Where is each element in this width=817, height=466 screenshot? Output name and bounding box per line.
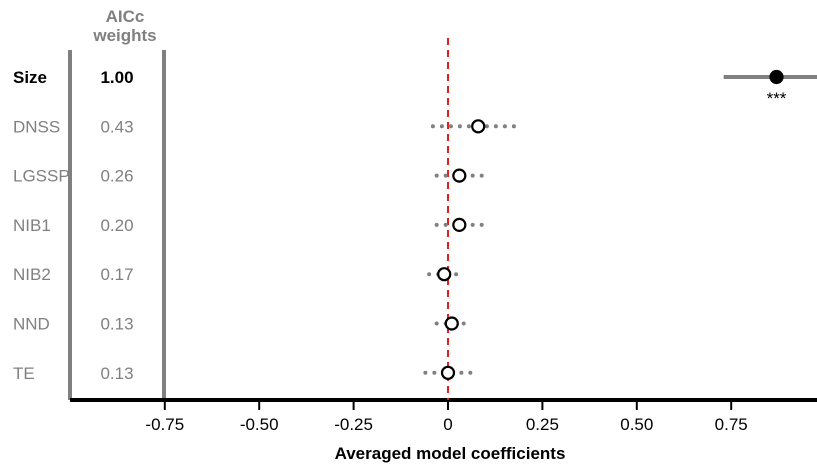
predictor-name: TE <box>13 364 35 383</box>
predictor-row: DNSS 0.43 <box>13 117 522 136</box>
weights-header-line2: weights <box>92 26 156 45</box>
coefficient-point <box>452 217 467 232</box>
x-tick-label: 0 <box>443 415 452 434</box>
predictor-rows: Size 1.00 *** DNSS 0.43 LGSSP 0.26 NIB1 0.20 NIB2… <box>13 68 817 383</box>
predictor-row: TE 0.13 <box>13 364 473 383</box>
aicc-weight: 0.13 <box>100 315 133 334</box>
predictor-name: NIB2 <box>13 265 51 284</box>
x-axis-ticks: -0.75 -0.50 -0.25 0 0.25 0.50 0.75 <box>145 400 748 434</box>
x-tick-label: 0.25 <box>526 415 559 434</box>
x-tick-label: -0.25 <box>334 415 373 434</box>
aicc-weight: 0.17 <box>100 265 133 284</box>
coefficient-point <box>444 316 459 331</box>
x-tick-label: 0.75 <box>715 415 748 434</box>
coefficient-point <box>452 168 467 183</box>
predictor-row: Size 1.00 *** <box>13 68 817 108</box>
coefficient-point <box>440 365 456 380</box>
aicc-weight: 0.13 <box>100 364 133 383</box>
coefficient-point <box>437 267 452 282</box>
x-tick-label: 0.50 <box>620 415 653 434</box>
predictor-name: DNSS <box>13 117 60 136</box>
aicc-weight: 0.20 <box>100 216 133 235</box>
predictor-name: NIB1 <box>13 216 51 235</box>
predictor-name: LGSSP <box>13 167 70 186</box>
predictor-name: Size <box>13 68 47 87</box>
coefficient-point <box>769 69 784 85</box>
x-tick-label: -0.75 <box>145 415 184 434</box>
weights-header-line1: AICc <box>106 7 145 26</box>
predictor-row: LGSSP 0.26 <box>13 167 484 186</box>
predictor-name: NND <box>13 315 50 334</box>
predictor-row: NIB1 0.20 <box>13 216 484 235</box>
aicc-weight: 1.00 <box>100 68 133 87</box>
predictor-row: NND 0.13 <box>13 315 469 334</box>
aicc-weight: 0.26 <box>100 167 133 186</box>
aicc-weight: 0.43 <box>100 117 133 136</box>
predictor-row: NIB2 0.17 <box>13 265 462 284</box>
x-axis-label: Averaged model coefficients <box>335 444 566 463</box>
coefficient-point <box>471 119 486 134</box>
x-tick-label: -0.50 <box>240 415 279 434</box>
significance-stars: *** <box>767 89 787 108</box>
